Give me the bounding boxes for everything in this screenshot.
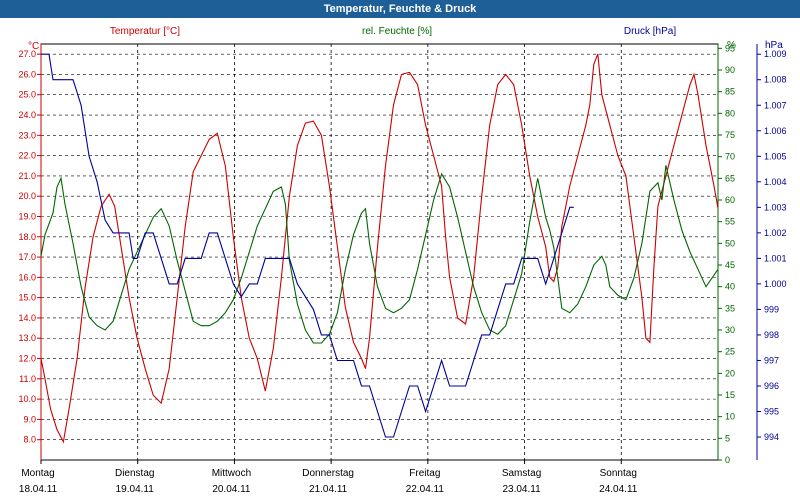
hum-tick-label: 50 [725, 238, 735, 248]
temp-tick-label: 17.0 [18, 252, 36, 262]
press-tick-label: 1.004 [764, 177, 787, 187]
x-axis-labels: Montag 18.04.11 Dienstag 19.04.11 Mittwoch 20… [19, 460, 638, 495]
x-day-label: Montag [21, 468, 54, 479]
press-tick-label: 1.003 [764, 202, 787, 212]
hum-tick-label: 75 [725, 130, 735, 140]
press-tick-label: 999 [764, 304, 779, 314]
x-date-label: 20.04.11 [212, 484, 251, 495]
hum-tick-label: 45 [725, 260, 735, 270]
temp-tick-label: 27.0 [18, 49, 36, 59]
hum-tick-label: 90 [725, 65, 735, 75]
x-day-label: Donnerstag [302, 468, 354, 479]
press-tick-label: 996 [764, 381, 779, 391]
temp-tick-label: 20.0 [18, 191, 36, 201]
axes: 8.0 9.0 10.0 11.0 12.0 13.0 14.0 15.0 16.0 17.0 18… [18, 43, 786, 465]
temp-tick-label: 15.0 [18, 293, 36, 303]
press-tick-label: 1.006 [764, 126, 787, 136]
temp-tick-label: 26.0 [18, 69, 36, 79]
temp-tick-label: 25.0 [18, 90, 36, 100]
hum-tick-label: 15 [725, 390, 735, 400]
hum-tick-label: 0 [725, 455, 730, 465]
temp-tick-label: 14.0 [18, 313, 36, 323]
temp-tick-label: 11.0 [19, 374, 36, 384]
hum-tick-label: 95 [725, 43, 735, 53]
x-day-label: Mittwoch [212, 468, 251, 479]
grid [40, 43, 719, 461]
x-date-label: 19.04.11 [116, 484, 155, 495]
press-tick-label: 1.005 [764, 151, 787, 161]
press-tick-label: 994 [764, 432, 779, 442]
hum-tick-label: 65 [725, 173, 735, 183]
press-tick-label: 1.002 [764, 228, 787, 238]
plot-frame [40, 43, 719, 461]
x-day-label: Freitag [409, 468, 440, 479]
x-date-label: 22.04.11 [406, 484, 445, 495]
x-day-label: Samstag [502, 468, 541, 479]
series-line-hum [40, 165, 719, 344]
temp-tick-label: 8.0 [23, 435, 36, 445]
hum-tick-label: 60 [725, 195, 735, 205]
hum-tick-label: 80 [725, 108, 735, 118]
temp-tick-label: 23.0 [18, 130, 36, 140]
hum-tick-label: 35 [725, 303, 735, 313]
hum-tick-label: 25 [725, 347, 735, 357]
hum-tick-label: 85 [725, 87, 735, 97]
press-tick-label: 1.001 [764, 253, 787, 263]
temp-tick-label: 13.0 [18, 333, 36, 343]
temp-tick-label: 18.0 [18, 232, 36, 242]
press-tick-label: 1.009 [764, 49, 787, 59]
temp-tick-label: 10.0 [18, 394, 36, 404]
hum-tick-label: 10 [725, 412, 735, 422]
press-tick-label: 997 [764, 355, 779, 365]
x-day-label: Sonntag [600, 468, 637, 479]
temp-tick-label: 16.0 [18, 272, 36, 282]
temp-tick-label: 12.0 [18, 354, 36, 364]
hum-tick-label: 5 [725, 433, 730, 443]
press-tick-label: 998 [764, 330, 779, 340]
x-date-label: 24.04.11 [599, 484, 638, 495]
press-tick-label: 1.008 [764, 75, 787, 85]
legend-humidity: rel. Feuchte [%] [362, 26, 432, 37]
x-date-label: 21.04.11 [309, 484, 348, 495]
hum-tick-label: 40 [725, 282, 735, 292]
series-line-press [41, 53, 574, 438]
temp-tick-label: 19.0 [18, 211, 36, 221]
x-date-label: 18.04.11 [19, 484, 58, 495]
press-tick-label: 995 [764, 407, 779, 417]
x-day-label: Dienstag [115, 468, 154, 479]
temp-tick-label: 24.0 [18, 110, 36, 120]
temp-tick-label: 22.0 [18, 151, 36, 161]
legend-temperature: Temperatur [°C] [110, 26, 180, 37]
hum-tick-label: 30 [725, 325, 735, 335]
x-date-label: 23.04.11 [502, 484, 541, 495]
temp-tick-label: 9.0 [23, 414, 36, 424]
legend-pressure: Druck [hPa] [624, 26, 676, 37]
press-tick-label: 1.007 [764, 100, 787, 110]
temp-axis-unit: °C [28, 41, 39, 52]
hum-tick-label: 55 [725, 217, 735, 227]
hum-tick-label: 20 [725, 368, 735, 378]
chart-title: Temperatur, Feuchte & Druck [0, 0, 800, 18]
hum-axis-unit: % [727, 40, 736, 51]
series-group [40, 53, 719, 444]
press-axis-unit: hPa [765, 40, 783, 51]
series-line-temp [40, 53, 719, 444]
hum-tick-label: 70 [725, 152, 735, 162]
temp-tick-label: 21.0 [18, 171, 36, 181]
press-tick-label: 1.000 [764, 279, 787, 289]
